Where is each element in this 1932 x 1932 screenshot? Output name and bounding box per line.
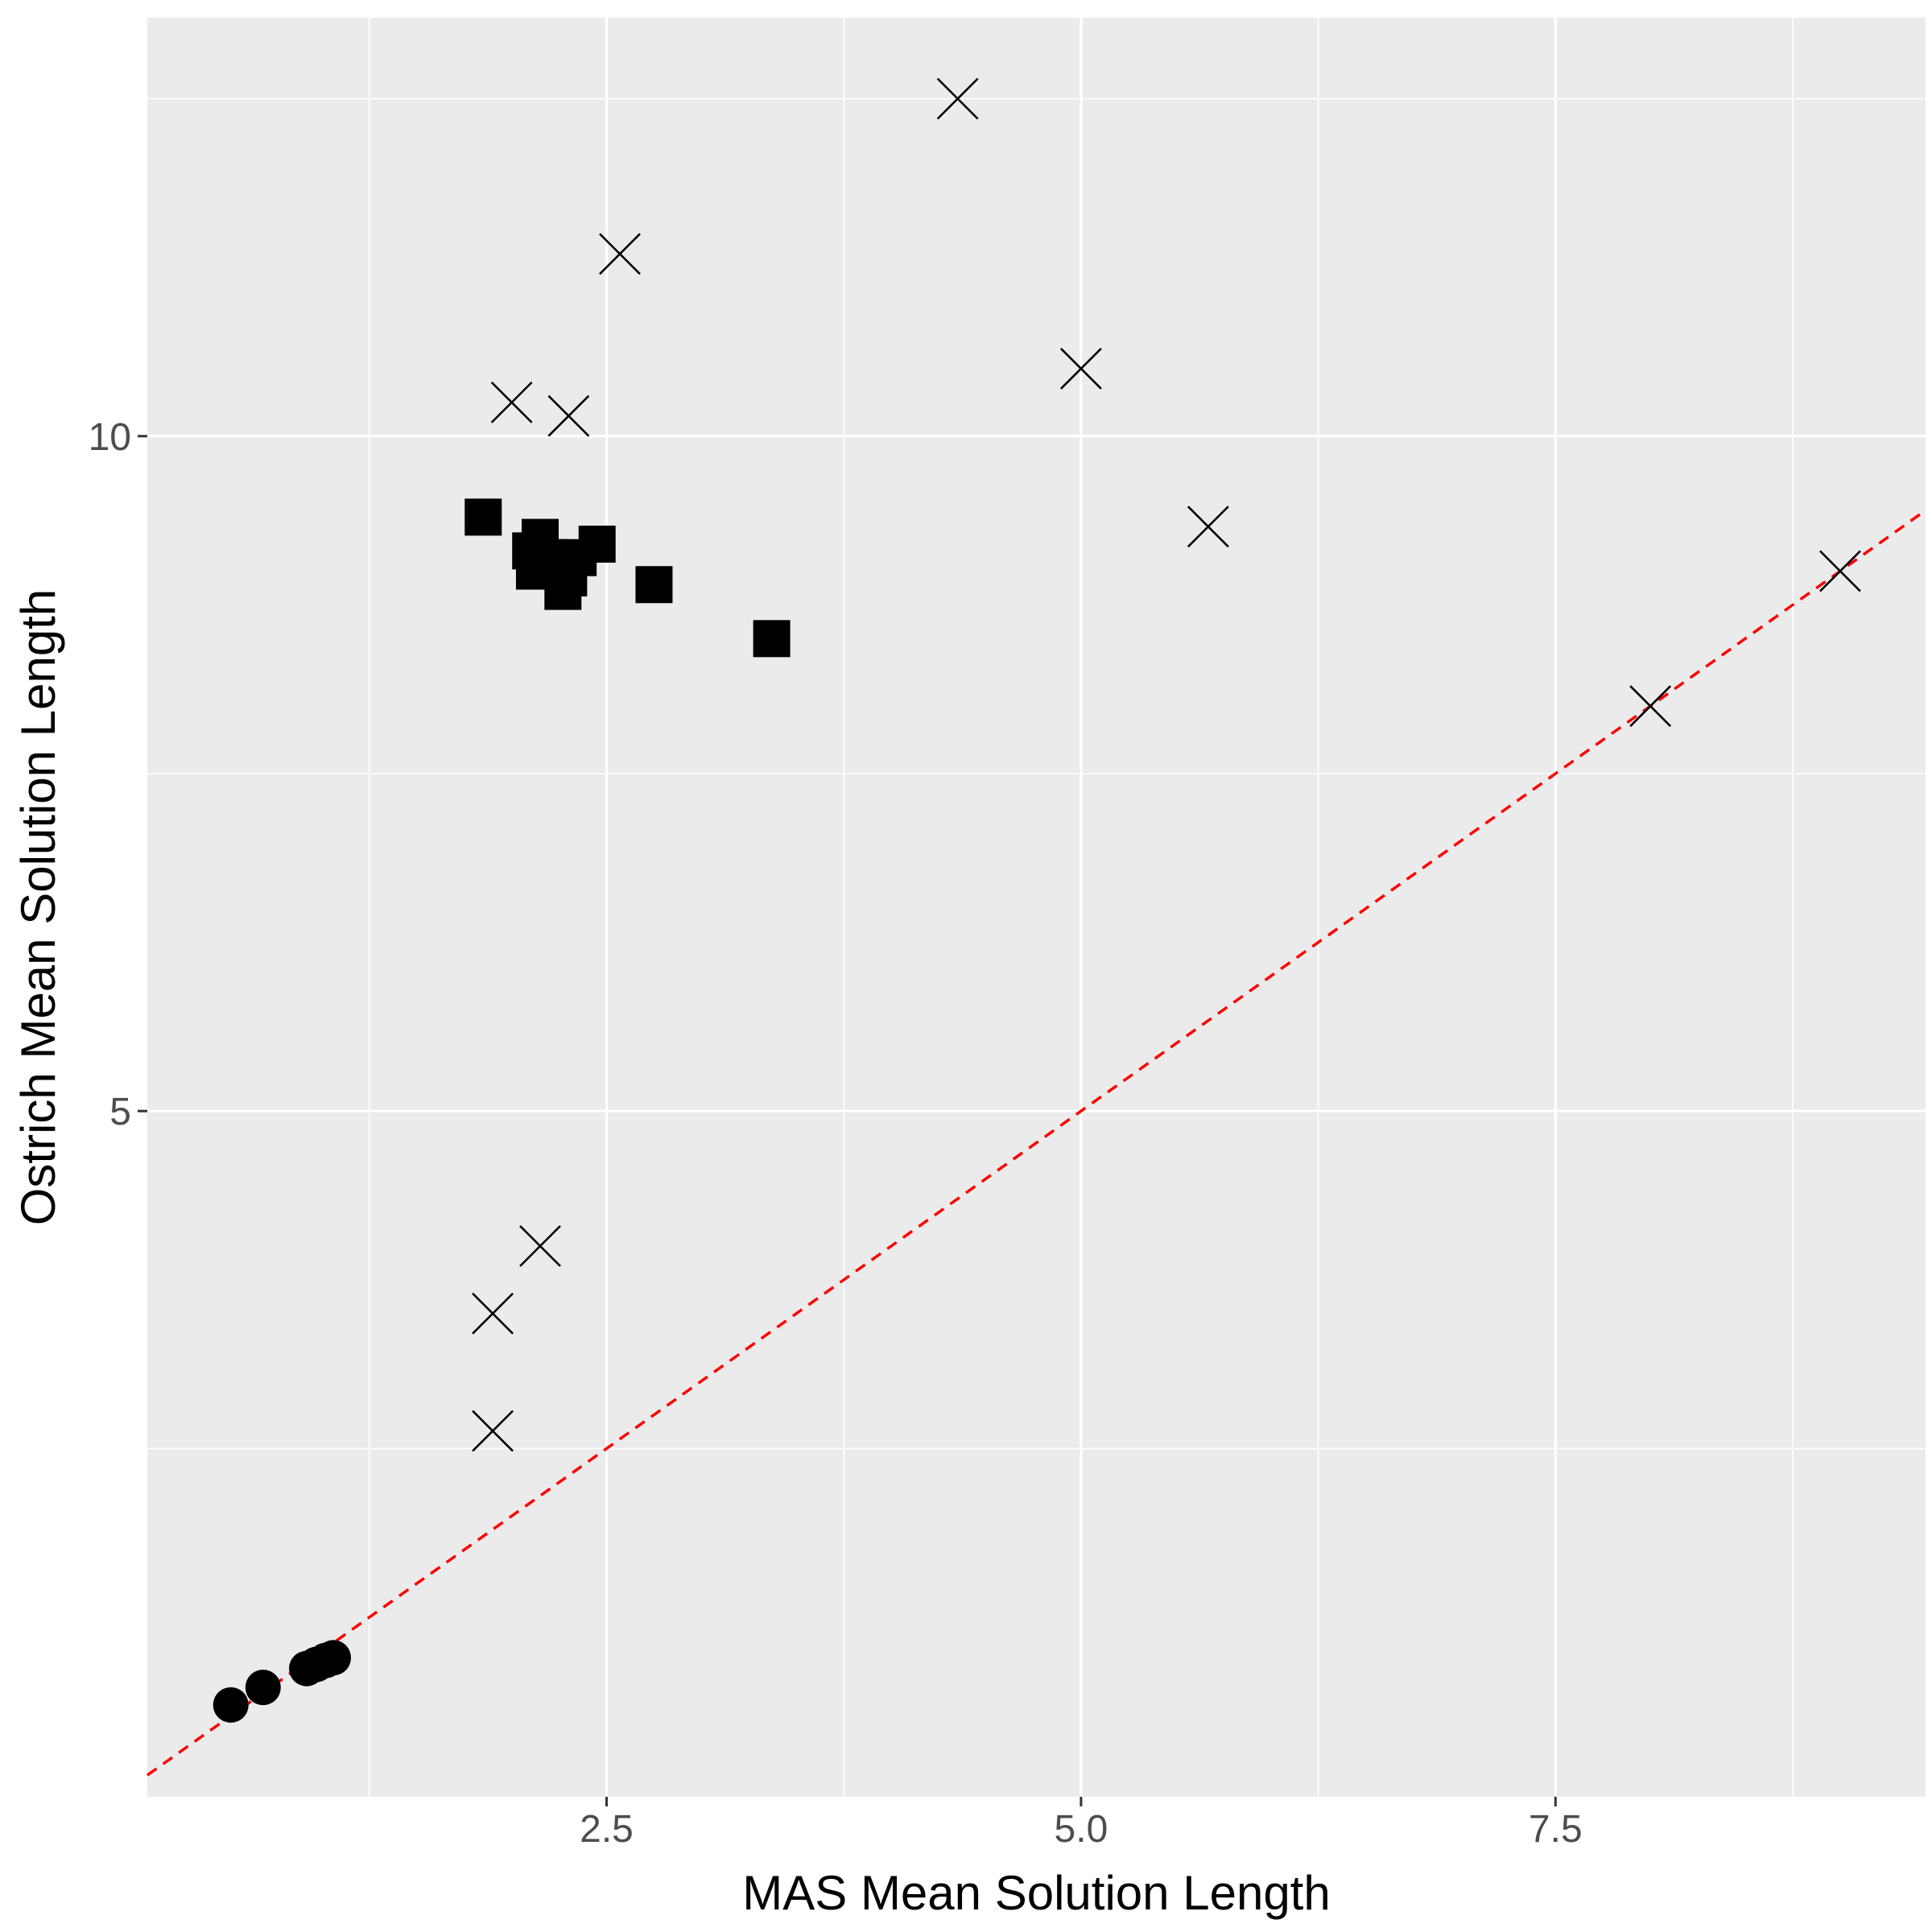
data-points	[213, 77, 1861, 1723]
data-point-square	[464, 498, 502, 536]
y-axis-title: Ostrich Mean Solution Length	[11, 589, 65, 1225]
y-axis: 5 10	[89, 416, 147, 1133]
cross-stroke	[490, 381, 533, 423]
data-point-cross	[1059, 348, 1102, 390]
cross-stroke	[1629, 685, 1672, 728]
data-point-cross	[519, 1224, 561, 1267]
y-tick-label: 5	[109, 1091, 131, 1133]
data-point-square	[753, 620, 791, 658]
x-axis-title: MAS Mean Solution Length	[742, 1866, 1330, 1920]
cross-stroke	[472, 1410, 514, 1452]
data-point-square	[635, 566, 673, 604]
minor-gridlines	[147, 18, 1926, 1797]
major-gridlines	[147, 18, 1926, 1797]
data-point-square	[544, 572, 582, 610]
data-point-circle	[316, 1640, 352, 1676]
cross-stroke	[519, 1224, 561, 1267]
data-point-circle	[213, 1686, 249, 1723]
cross-stroke	[547, 394, 590, 437]
data-point-cross	[1629, 685, 1672, 728]
x-tick-label: 5.0	[1055, 1808, 1108, 1851]
cross-stroke	[1059, 348, 1102, 390]
data-point-cross	[490, 381, 533, 423]
data-point-cross	[1187, 506, 1229, 548]
cross-stroke	[1818, 550, 1861, 592]
cross-stroke	[472, 1292, 514, 1335]
data-point-cross	[936, 77, 979, 120]
cross-stroke	[1187, 506, 1229, 548]
x-tick-label: 2.5	[580, 1808, 634, 1851]
data-point-cross	[599, 233, 641, 275]
identity-reference-line	[146, 509, 1927, 1777]
data-point-cross	[472, 1410, 514, 1452]
cross-stroke	[936, 77, 979, 120]
data-point-cross	[547, 394, 590, 437]
y-tick-label: 10	[89, 416, 131, 459]
cross-stroke	[599, 233, 641, 275]
x-axis: 2.5 5.0 7.5	[580, 1797, 1583, 1851]
data-point-circle	[245, 1670, 281, 1706]
data-point-cross	[472, 1292, 514, 1335]
plot-panel	[147, 18, 1926, 1797]
data-point-cross	[1818, 550, 1861, 592]
x-tick-label: 7.5	[1529, 1808, 1583, 1851]
